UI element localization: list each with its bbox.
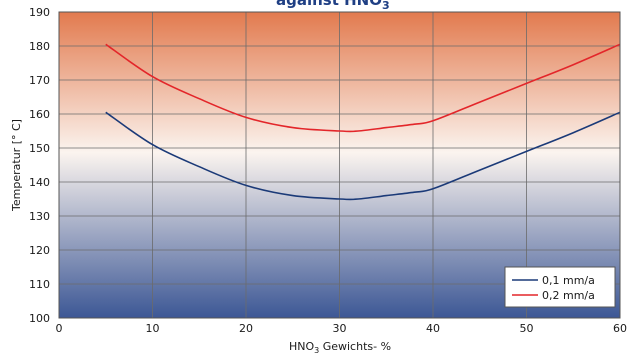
y-tick-label: 170 [29,74,50,87]
tick-labels: 0 10 20 30 40 50 60 100 110 120 130 140 150 160 170 180… [29,6,627,335]
series-layer [105,43,620,201]
x-tick-label: 60 [613,322,627,335]
y-tick-label: 160 [29,108,50,121]
x-tick-label: 30 [333,322,347,335]
y-tick-label: 190 [29,6,50,19]
legend-label-series-2: 0,2 mm/a [542,289,595,302]
y-tick-label: 150 [29,142,50,155]
x-axis-label: HNO3 Gewichts- % [289,340,391,353]
legend-box [504,266,616,308]
x-tick-label: 10 [146,322,160,335]
series-line-1 [105,111,620,201]
y-tick-label: 140 [29,176,50,189]
y-tick-label: 120 [29,244,50,257]
plot-frame [58,11,621,319]
x-axis-label-subscript: 3 [314,346,319,353]
x-tick-label: 50 [520,322,534,335]
legend: 0,1 mm/a 0,2 mm/a [504,266,616,308]
y-tick-label: 110 [29,278,50,291]
chart-title-subscript: 3 [382,0,390,12]
y-tick-label: 180 [29,40,50,53]
x-tick-label: 0 [56,322,63,335]
x-tick-label: 20 [239,322,253,335]
x-tick-label: 40 [426,322,440,335]
y-tick-label: 100 [29,312,50,325]
legend-label-series-1: 0,1 mm/a [542,274,595,287]
y-tick-label: 130 [29,210,50,223]
y-axis-label: Temperatur [° C] [10,119,23,212]
series-line-2 [105,43,620,133]
chart-title: against HNO3 [276,0,390,12]
